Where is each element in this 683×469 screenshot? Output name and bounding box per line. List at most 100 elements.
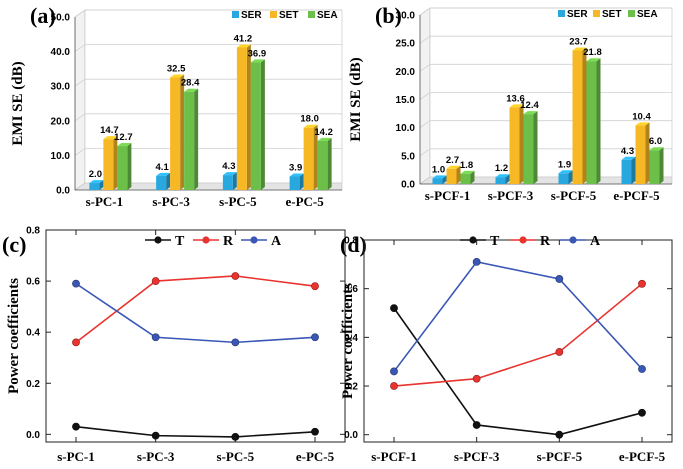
bar-ser	[495, 177, 506, 184]
gridline-side	[74, 148, 86, 156]
legend-label: T	[490, 234, 500, 249]
marker-r	[231, 272, 240, 280]
bar-top	[635, 122, 650, 126]
data-label: 14.2	[314, 127, 333, 138]
bar-side	[232, 172, 237, 190]
y-tick-label: 0.2	[344, 382, 358, 393]
bar-sea	[649, 150, 660, 184]
bar-side	[659, 147, 664, 184]
data-label: 2.7	[446, 155, 459, 166]
y-tick-label: 25.0	[396, 39, 416, 50]
legend-label: R	[540, 234, 551, 249]
legend-marker-r	[202, 236, 210, 244]
bar-side	[327, 137, 332, 190]
chart-panel-c: (c) Power coefficients 0.0 0.2 0.4 0.6 0.8 s-PC…	[2, 226, 346, 464]
legend-swatch-sea	[628, 10, 635, 17]
x-tick-label: s-PCF-5	[537, 449, 583, 464]
y-tick-label: 0.8	[344, 236, 358, 247]
bar-set	[572, 50, 583, 184]
series-line-t	[75, 425, 316, 438]
gridline-side	[74, 44, 86, 52]
bar-ser	[222, 175, 233, 190]
legend-swatch-ser	[558, 10, 565, 17]
bar-side	[645, 122, 650, 184]
marker-a	[390, 367, 398, 376]
bar-side	[533, 111, 538, 184]
data-label: 4.1	[156, 162, 170, 173]
data-label: 10.4	[632, 111, 651, 122]
y-tick-label: 0.0	[56, 186, 70, 197]
y-axis-title: Power coefficients	[6, 278, 22, 394]
bar-side	[582, 47, 587, 184]
plot-frame	[45, 229, 346, 443]
y-axis-title: Power coefficients	[340, 283, 356, 399]
data-label: 3.9	[289, 163, 302, 174]
bar-top	[649, 147, 664, 151]
gridline-side	[74, 9, 86, 18]
panel-letter: (b)	[375, 3, 402, 28]
bar-top	[432, 175, 447, 179]
data-label: 41.2	[234, 33, 253, 44]
legend-label: SEA	[637, 9, 658, 20]
side-wall	[74, 9, 86, 191]
legend-marker-t	[154, 236, 162, 244]
bar-top	[621, 156, 636, 160]
y-tick-label: 0.0	[26, 430, 40, 441]
data-label: 1.8	[460, 160, 473, 171]
bar-set	[446, 168, 457, 184]
x-tick-label: e-PC-5	[296, 449, 335, 464]
marker-r	[638, 279, 646, 288]
marker-t	[311, 427, 319, 436]
chart-panel-a: (a) EMI SE (dB) 0.0 10.0 20.0 30.0 40.0 50.0 2.0…	[10, 3, 343, 209]
bar-set	[236, 47, 247, 190]
legend-marker-r	[519, 236, 527, 244]
bar-top	[89, 180, 104, 184]
gridline-side	[419, 35, 431, 44]
data-label: 23.7	[569, 36, 588, 47]
bar-top	[289, 173, 304, 177]
bar-top	[184, 88, 199, 92]
x-tick-label: e-PC-5	[285, 194, 324, 209]
bar-side	[456, 165, 461, 184]
bar-set	[170, 77, 181, 190]
bar-side	[568, 170, 573, 184]
data-label: 14.7	[100, 125, 119, 136]
legend-label: SER	[567, 9, 588, 20]
bar-ser	[432, 178, 443, 184]
marker-r	[311, 282, 319, 291]
bar-side	[505, 174, 510, 184]
bar-sea	[250, 62, 261, 190]
bar-side	[442, 175, 447, 184]
bar-top	[170, 74, 185, 78]
marker-a	[555, 275, 564, 283]
x-tick-label: s-PC-3	[152, 194, 190, 209]
x-tick-label: e-PCF-5	[619, 449, 666, 464]
x-tick-label: s-PC-5	[217, 449, 255, 464]
y-tick-label: 10.0	[51, 151, 71, 162]
marker-r	[390, 382, 398, 390]
bar-ser	[558, 173, 569, 184]
x-tick-label: s-PCF-5	[551, 188, 597, 203]
marker-t	[231, 432, 240, 441]
marker-r	[151, 277, 160, 285]
legend-swatch-set	[593, 10, 600, 17]
data-label: 2.0	[89, 169, 102, 180]
data-label: 4.3	[222, 161, 235, 172]
data-label: 18.0	[300, 114, 319, 125]
data-label: 36.9	[248, 48, 267, 59]
x-tick-label: s-PC-1	[86, 194, 124, 209]
bar-set	[509, 107, 520, 184]
panel-letter: (a)	[30, 3, 56, 28]
legend-marker-a	[569, 236, 577, 244]
bar-sea	[117, 146, 128, 190]
bar-side	[113, 136, 118, 190]
marker-t	[390, 304, 398, 313]
data-label: 4.3	[621, 146, 634, 157]
chart-panel-d: (d) Power coefficients 0.0 0.2 0.4 0.6 0.8 s-PC…	[340, 232, 673, 464]
legend-label: SET	[602, 9, 621, 20]
bar-side	[99, 180, 104, 190]
data-label: 21.8	[583, 47, 602, 58]
y-tick-label: 5.0	[401, 151, 415, 162]
gridline-side	[419, 120, 431, 128]
